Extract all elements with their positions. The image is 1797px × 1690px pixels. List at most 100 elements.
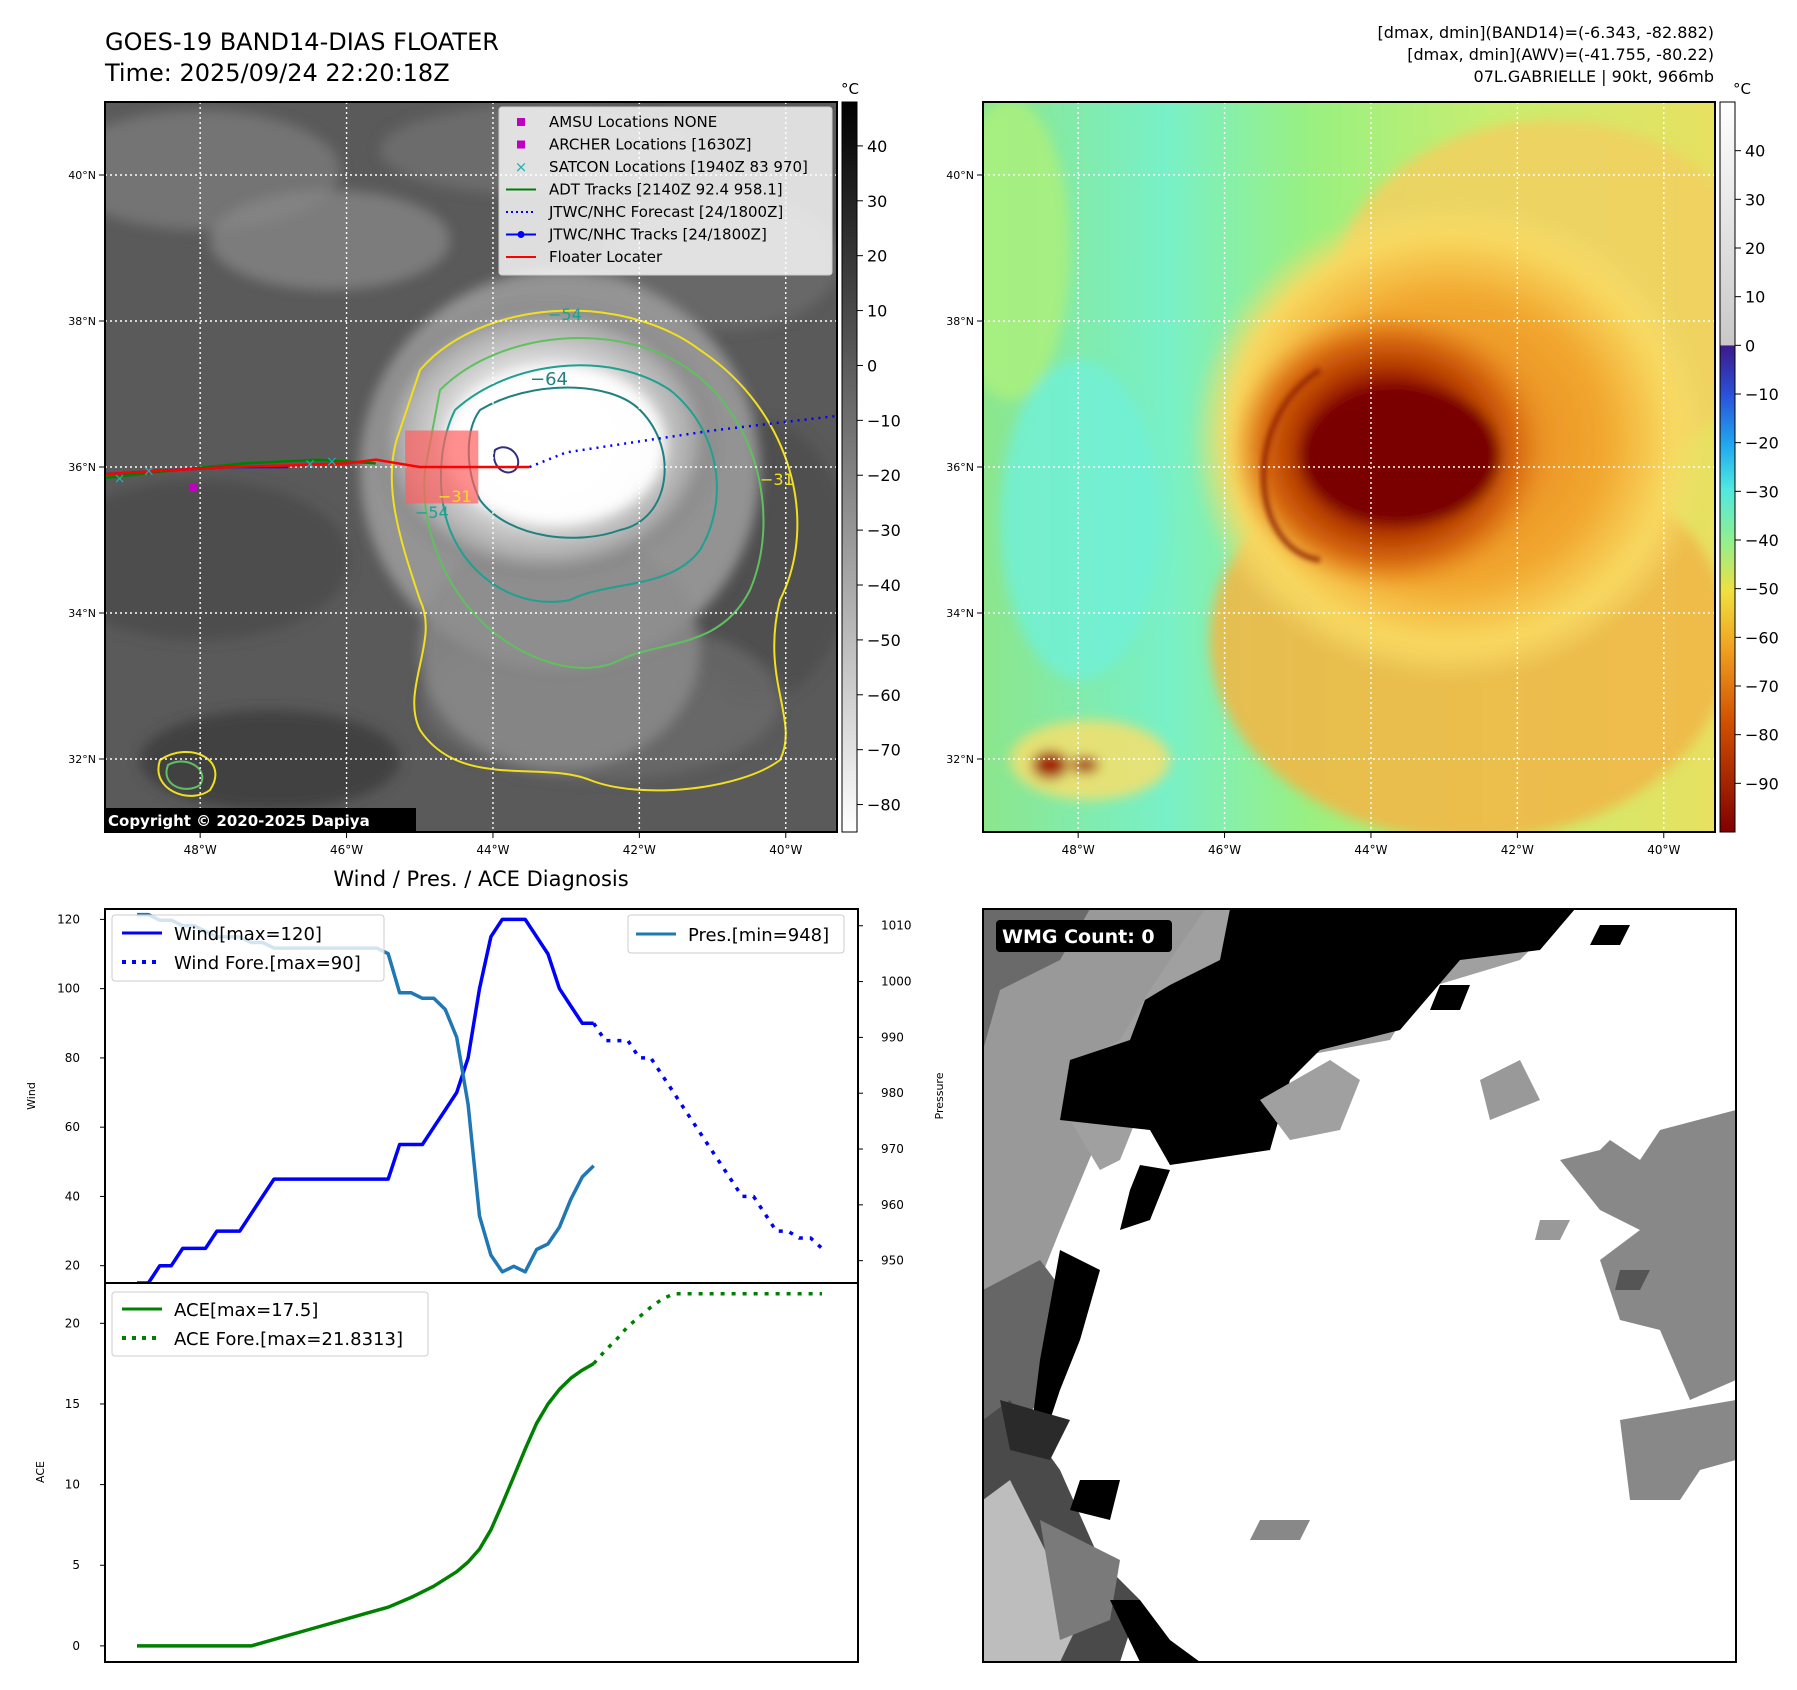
ace-tick-label: 10 — [65, 1478, 80, 1492]
wind-series — [136, 917, 824, 1283]
legend-ace-label: ACE[max=17.5] — [174, 1300, 318, 1321]
ir-cbar-tick-label: −10 — [867, 411, 901, 430]
awv-lon-label: 46°W — [1208, 843, 1241, 857]
awv-colorbar-ticks: 40 30 20 10 0 −10 −20 −30 −40 −50 −60 −70 −80 −90 — [1735, 142, 1779, 793]
satcon-marker: × — [114, 471, 126, 487]
ace-series — [136, 1292, 823, 1648]
awv-lat-labels: 40°N 38°N 36°N 34°N 32°N — [946, 169, 983, 766]
awv-lon-label: 40°W — [1647, 843, 1680, 857]
wind-tick-label: 80 — [65, 1051, 80, 1065]
awv-lon-label: 44°W — [1354, 843, 1387, 857]
awv-lon-labels: 48°W 46°W 44°W 42°W 40°W — [1062, 832, 1680, 857]
legend-dot-icon — [517, 231, 525, 238]
ir-cbar-tick-label: 10 — [867, 302, 887, 321]
ir-colorbar-unit: °C — [841, 80, 859, 98]
contour-small-green — [165, 760, 204, 790]
pressure-tick-label: 950 — [881, 1254, 904, 1268]
ir-lat-label: 32°N — [68, 753, 96, 766]
ace-ticks: 20 15 10 5 0 — [65, 1316, 105, 1653]
awv-cbar-tick-label: −30 — [1745, 482, 1779, 501]
legend-label: AMSU Locations NONE — [549, 113, 717, 131]
ace-tick-label: 0 — [72, 1639, 80, 1653]
awv-lat-label: 38°N — [946, 315, 974, 328]
wind-axis-label: Wind — [25, 1082, 38, 1110]
legend-label: JTWC/NHC Forecast [24/1800Z] — [548, 203, 783, 221]
diag-title: Wind / Pres. / ACE Diagnosis — [333, 867, 628, 891]
pressure-tick-label: 990 — [881, 1030, 904, 1044]
archer-marker — [188, 483, 197, 492]
legend-wind-fore-label: Wind Fore.[max=90] — [174, 953, 361, 974]
wmg-label-box — [996, 920, 1172, 952]
awv-cbar-tick-label: 0 — [1745, 336, 1755, 355]
legend-ace-fore-label: ACE Fore.[max=21.8313] — [174, 1329, 403, 1350]
ace-chart: 20 15 10 5 0 ACE ACE[max=17.5] ACE Fore.[max… — [34, 1282, 859, 1663]
map-legend: AMSU Locations NONE ARCHER Locations [163… — [498, 106, 833, 276]
awv-cbar-tick-label: −20 — [1745, 434, 1779, 453]
awv-cbar-tick-label: −40 — [1745, 531, 1779, 550]
legend-row: × SATCON Locations [1940Z 83 970] — [515, 158, 808, 176]
pressure-tick-label: 1000 — [881, 975, 912, 989]
legend-row: AMSU Locations NONE — [517, 113, 717, 131]
legend-pres-label: Pres.[min=948] — [688, 925, 829, 946]
awv-cbar-tick-label: 30 — [1745, 190, 1765, 209]
awv-cbar-tick-label: −10 — [1745, 385, 1779, 404]
awv-cbar-tick-label: −50 — [1745, 580, 1779, 599]
awv-cbar-tick-label: 10 — [1745, 288, 1765, 307]
ace-tick-label: 15 — [65, 1397, 80, 1411]
ir-cbar-tick-label: −50 — [867, 631, 901, 650]
awv-cbar-tick-label: −80 — [1745, 726, 1779, 745]
ir-cbar-tick-label: −20 — [867, 466, 901, 485]
legend-row: ADT Tracks [2140Z 92.4 958.1] — [506, 181, 783, 199]
legend-x-icon: × — [515, 158, 528, 176]
wind-legend: Wind[max=120] Wind Fore.[max=90] — [111, 914, 385, 982]
pressure-legend: Pres.[min=948] — [627, 914, 845, 954]
figure-time: Time: 2025/09/24 22:20:18Z — [104, 59, 450, 87]
ace-tick-label: 20 — [65, 1316, 80, 1330]
awv-colorbar: °C 40 30 20 10 0 −10 −20 −30 −40 −50 −60 −70 −80 −90 — [1719, 80, 1779, 833]
ir-cbar-tick-label: 0 — [867, 356, 877, 375]
legend-label: ADT Tracks [2140Z 92.4 958.1] — [549, 181, 783, 199]
copyright-box — [104, 808, 416, 832]
ir-lon-label: 44°W — [476, 843, 509, 857]
pressure-tick-label: 970 — [881, 1142, 904, 1156]
legend-label: JTWC/NHC Tracks [24/1800Z] — [548, 226, 767, 244]
contour-teal — [439, 364, 718, 603]
ir-cbar-tick-label: −70 — [867, 741, 901, 760]
legend-label: SATCON Locations [1940Z 83 970] — [549, 158, 808, 176]
pressure-axis-label: Pressure — [933, 1072, 946, 1119]
ir-lon-label: 42°W — [623, 843, 656, 857]
ir-contours — [157, 309, 799, 797]
jtwc-forecast-track — [529, 414, 837, 469]
wind-ticks: 120 100 80 60 40 20 — [57, 912, 105, 1273]
legend-row: ARCHER Locations [1630Z] — [517, 136, 752, 154]
ir-cbar-tick-label: 40 — [867, 137, 887, 156]
adt-track — [105, 458, 376, 480]
ir-cbar-tick-label: −60 — [867, 686, 901, 705]
info-awv-range: [dmax, dmin](AWV)=(-41.755, -80.22) — [1407, 45, 1714, 64]
wind-tick-label: 40 — [65, 1189, 80, 1203]
awv-cbar-tick-label: −70 — [1745, 677, 1779, 696]
ir-map-panel: × × × × −64 −54 −31 −54 −31 AMSU Locations … — [68, 101, 838, 857]
awv-cbar-tick-label: −90 — [1745, 774, 1779, 793]
legend-square-icon — [517, 140, 525, 149]
awv-lat-label: 32°N — [946, 753, 974, 766]
contour-eye — [493, 446, 520, 474]
wind-tick-label: 20 — [65, 1259, 80, 1273]
ace-line-1 — [592, 1292, 822, 1365]
satcon-markers: × × × × — [114, 454, 338, 487]
ir-colorbar-ticks: 40 30 20 10 0 −10 −20 −30 −40 −50 −60 −70 −80 — [857, 137, 901, 815]
ace-axis-label: ACE — [34, 1461, 47, 1483]
wmg-frame — [982, 908, 1737, 1663]
wind-pres-chart: 120 100 80 60 40 20 1010 1000 990 980 970 960 950 W… — [25, 908, 946, 1284]
satcon-marker: × — [143, 464, 155, 480]
ir-lat-labels: 40°N 38°N 36°N 34°N 32°N — [68, 169, 105, 766]
contour-label-2: −54 — [548, 305, 582, 324]
contour-label-4: −54 — [415, 503, 449, 522]
legend-wind-label: Wind[max=120] — [174, 924, 322, 945]
ir-lat-label: 38°N — [68, 315, 96, 328]
copyright-text: Copyright © 2020-2025 Dapiya — [108, 812, 370, 830]
ir-colorbar: °C 40 30 20 10 0 −10 −20 −30 −40 −50 −60 −70 −80 — [841, 80, 901, 833]
ir-cbar-tick-label: 30 — [867, 192, 887, 211]
ir-lon-label: 40°W — [769, 843, 802, 857]
awv-lon-label: 48°W — [1062, 843, 1095, 857]
